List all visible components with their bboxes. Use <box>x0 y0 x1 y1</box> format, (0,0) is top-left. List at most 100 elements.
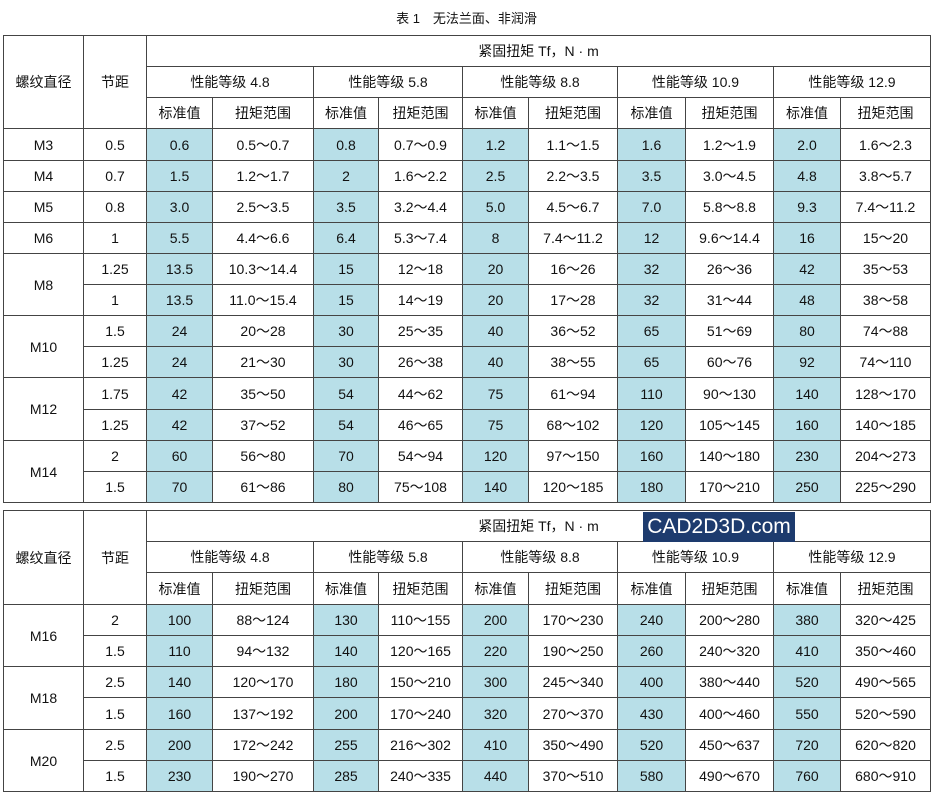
value-cell: 140～185 <box>840 409 931 441</box>
value-cell: 68～102 <box>528 409 618 441</box>
value-cell: 120～185 <box>528 471 618 503</box>
value-cell: 10.3～14.4 <box>212 253 314 285</box>
sub-header: 扭矩范围 <box>840 97 931 129</box>
diameter-cell: M12 <box>3 377 84 441</box>
value-cell: 380～440 <box>685 666 774 698</box>
value-cell: 255 <box>313 729 379 761</box>
value-cell: 7.4～11.2 <box>840 191 931 223</box>
value-cell: 12 <box>617 222 686 254</box>
value-cell: 400 <box>617 666 686 698</box>
value-cell: 38～55 <box>528 346 618 378</box>
sub-header: 扭矩范围 <box>685 97 774 129</box>
diameter-cell: M10 <box>3 315 84 378</box>
value-cell: 370～510 <box>528 760 618 792</box>
pitch-cell: 1.25 <box>83 346 147 378</box>
value-cell: 3.0～4.5 <box>685 160 774 192</box>
value-cell: 3.0 <box>146 191 213 223</box>
diameter-cell: M3 <box>3 128 84 161</box>
value-cell: 5.8～8.8 <box>685 191 774 223</box>
value-cell: 0.8 <box>313 128 379 161</box>
value-cell: 20 <box>462 253 529 285</box>
value-cell: 32 <box>617 284 686 316</box>
value-cell: 100 <box>146 604 213 636</box>
value-cell: 300 <box>462 666 529 698</box>
value-cell: 2.5 <box>462 160 529 192</box>
sub-header: 标准值 <box>462 572 529 605</box>
value-cell: 97～150 <box>528 440 618 472</box>
value-cell: 46～65 <box>378 409 463 441</box>
value-cell: 2.2～3.5 <box>528 160 618 192</box>
value-cell: 2.5～3.5 <box>212 191 314 223</box>
sub-header: 标准值 <box>313 97 379 129</box>
value-cell: 120～170 <box>212 666 314 698</box>
value-cell: 70 <box>146 471 213 503</box>
value-cell: 35～53 <box>840 253 931 285</box>
value-cell: 32 <box>617 253 686 285</box>
value-cell: 65 <box>617 346 686 378</box>
pitch-cell: 1.5 <box>83 697 147 730</box>
value-cell: 12～18 <box>378 253 463 285</box>
diameter-cell: M8 <box>3 253 84 316</box>
pitch-cell: 0.8 <box>83 191 147 223</box>
value-cell: 128～170 <box>840 377 931 410</box>
value-cell: 105～145 <box>685 409 774 441</box>
pitch-cell: 1.5 <box>83 471 147 503</box>
value-cell: 200～280 <box>685 604 774 636</box>
value-cell: 1.2～1.9 <box>685 128 774 161</box>
value-cell: 24 <box>146 346 213 378</box>
value-cell: 4.5～6.7 <box>528 191 618 223</box>
value-cell: 140 <box>773 377 841 410</box>
value-cell: 200 <box>313 697 379 730</box>
value-cell: 8 <box>462 222 529 254</box>
value-cell: 2.0 <box>773 128 841 161</box>
value-cell: 3.5 <box>617 160 686 192</box>
value-cell: 190～270 <box>212 760 314 792</box>
value-cell: 3.5 <box>313 191 379 223</box>
value-cell: 44～62 <box>378 377 463 410</box>
value-cell: 140 <box>146 666 213 698</box>
value-cell: 16～26 <box>528 253 618 285</box>
value-cell: 16 <box>773 222 841 254</box>
value-cell: 26～36 <box>685 253 774 285</box>
value-cell: 54 <box>313 377 379 410</box>
value-cell: 1.2 <box>462 128 529 161</box>
pitch-cell: 0.5 <box>83 128 147 161</box>
value-cell: 200 <box>462 604 529 636</box>
value-cell: 14～19 <box>378 284 463 316</box>
value-cell: 180 <box>313 666 379 698</box>
pitch-cell: 2.5 <box>83 666 147 698</box>
value-cell: 54～94 <box>378 440 463 472</box>
grade-header: 性能等级 12.9 <box>773 66 931 98</box>
value-cell: 520 <box>617 729 686 761</box>
value-cell: 110 <box>617 377 686 410</box>
sub-header: 标准值 <box>773 572 841 605</box>
value-cell: 1.6 <box>617 128 686 161</box>
value-cell: 42 <box>146 377 213 410</box>
value-cell: 15～20 <box>840 222 931 254</box>
value-cell: 240 <box>617 604 686 636</box>
value-cell: 0.5～0.7 <box>212 128 314 161</box>
value-cell: 110～155 <box>378 604 463 636</box>
value-cell: 160 <box>773 409 841 441</box>
value-cell: 520～590 <box>840 697 931 730</box>
sub-header: 标准值 <box>462 97 529 129</box>
pitch-cell: 0.7 <box>83 160 147 192</box>
value-cell: 6.4 <box>313 222 379 254</box>
value-cell: 75 <box>462 409 529 441</box>
value-cell: 680～910 <box>840 760 931 792</box>
value-cell: 20～28 <box>212 315 314 347</box>
value-cell: 320～425 <box>840 604 931 636</box>
value-cell: 61～94 <box>528 377 618 410</box>
value-cell: 24 <box>146 315 213 347</box>
value-cell: 15 <box>313 253 379 285</box>
sub-header: 扭矩范围 <box>528 97 618 129</box>
value-cell: 0.6 <box>146 128 213 161</box>
grade-header: 性能等级 4.8 <box>146 541 314 573</box>
value-cell: 200 <box>146 729 213 761</box>
value-cell: 110 <box>146 635 213 667</box>
value-cell: 140 <box>313 635 379 667</box>
value-cell: 172～242 <box>212 729 314 761</box>
value-cell: 4.4～6.6 <box>212 222 314 254</box>
value-cell: 56～80 <box>212 440 314 472</box>
value-cell: 216～302 <box>378 729 463 761</box>
